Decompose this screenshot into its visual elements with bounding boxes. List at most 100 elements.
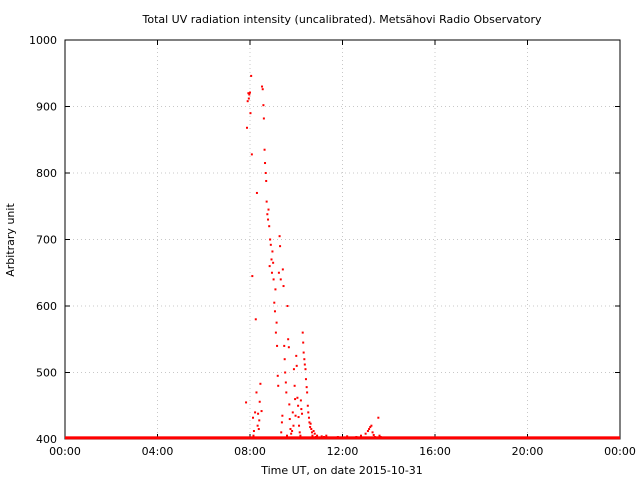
data-point (313, 432, 316, 435)
data-series (65, 74, 620, 440)
x-tick-label: 08:00 (234, 445, 266, 458)
x-tick-label: 04:00 (142, 445, 174, 458)
y-tick-label: 1000 (29, 34, 57, 47)
data-point (281, 414, 284, 417)
data-point (264, 172, 267, 174)
data-point (267, 208, 270, 211)
data-point (290, 436, 293, 439)
data-point (304, 378, 307, 381)
data-point (263, 148, 266, 151)
data-point (269, 243, 272, 246)
data-point (273, 310, 276, 313)
data-point (261, 85, 264, 88)
data-point (318, 436, 321, 439)
data-point (378, 434, 381, 437)
data-point (371, 431, 374, 434)
data-point (279, 278, 282, 281)
data-point (372, 434, 375, 437)
data-point (376, 436, 379, 439)
x-tick-label: 00:00 (604, 445, 636, 458)
y-tick-label: 800 (36, 167, 57, 180)
data-point (277, 271, 280, 274)
chart-title: Total UV radiation intensity (uncalibrat… (142, 13, 542, 26)
data-point (259, 382, 262, 385)
data-point (255, 191, 258, 194)
data-point (258, 419, 261, 422)
data-point (364, 432, 367, 435)
data-point (320, 435, 323, 438)
data-point (329, 436, 332, 439)
data-point (294, 398, 297, 401)
data-point (245, 126, 248, 129)
data-point (261, 88, 264, 91)
data-point (290, 432, 293, 435)
data-point (264, 162, 267, 165)
data-point (291, 411, 294, 414)
data-point (300, 408, 303, 411)
data-point (246, 100, 249, 103)
data-point (250, 74, 253, 77)
data-point (370, 424, 373, 427)
data-point (291, 430, 294, 433)
data-point (262, 104, 265, 107)
data-point (273, 301, 276, 304)
data-point (299, 434, 302, 437)
data-point (249, 112, 252, 115)
data-point (250, 153, 253, 156)
data-point (286, 434, 288, 437)
data-point (294, 414, 297, 417)
data-point (287, 346, 290, 349)
data-point (268, 225, 271, 228)
grid (65, 40, 620, 439)
data-point (258, 400, 261, 403)
data-point (341, 436, 344, 439)
data-point (310, 431, 313, 434)
data-point (285, 391, 288, 394)
data-point (346, 435, 349, 438)
y-tick-label: 500 (36, 367, 57, 380)
data-point (309, 422, 312, 425)
data-point (257, 412, 260, 415)
data-point (336, 436, 339, 439)
data-point (298, 431, 301, 434)
data-point (266, 213, 269, 216)
data-point (297, 404, 300, 407)
data-point (270, 258, 273, 261)
data-point (311, 434, 314, 437)
data-point (254, 318, 257, 321)
data-point (302, 351, 305, 354)
data-point (286, 305, 289, 307)
data-point (297, 416, 300, 419)
data-point (269, 238, 272, 241)
data-point (307, 411, 310, 414)
data-point (325, 434, 328, 437)
data-point (272, 278, 275, 281)
x-axis-label: Time UT, on date 2015-10-31 (260, 464, 423, 477)
x-tick-label: 00:00 (49, 445, 81, 458)
data-point (281, 268, 284, 271)
data-point (379, 436, 382, 439)
data-point (311, 436, 314, 439)
data-point (373, 436, 376, 439)
data-point (287, 338, 290, 341)
data-point (316, 434, 319, 437)
data-point (308, 421, 311, 424)
data-point (368, 428, 371, 431)
x-tick-label: 16:00 (419, 445, 451, 458)
data-point (288, 403, 291, 406)
data-point (323, 436, 325, 439)
y-tick-label: 900 (36, 101, 57, 114)
data-point (292, 424, 295, 427)
data-point (299, 399, 302, 402)
data-point (309, 426, 312, 429)
data-point (292, 368, 295, 371)
data-point (255, 391, 258, 394)
axis-ticks: 00:00 04:00 08:00 12:00 16:00 20:00 00:0040050… (29, 34, 636, 458)
data-point (247, 92, 250, 95)
data-point (284, 371, 287, 374)
data-point (304, 368, 307, 371)
data-point (288, 418, 291, 421)
data-point (252, 430, 255, 433)
data-point (276, 374, 279, 377)
